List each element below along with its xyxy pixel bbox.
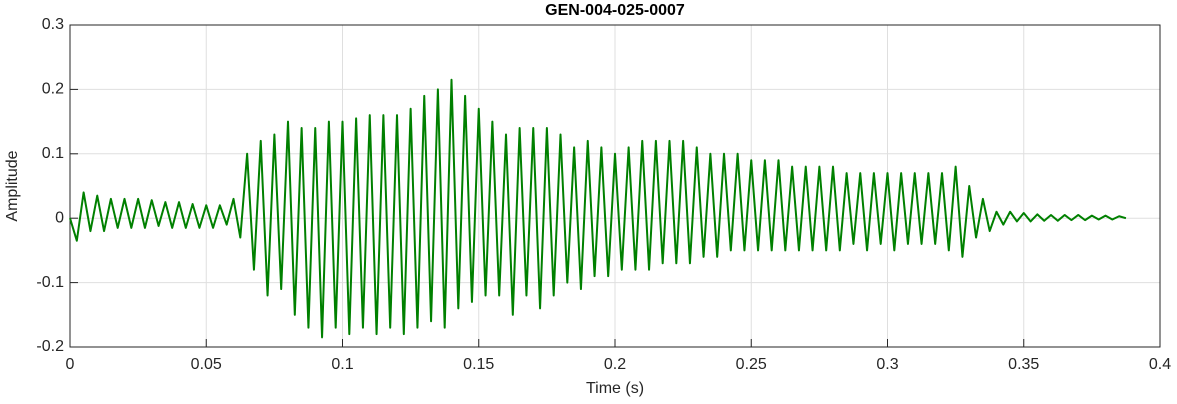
y-tick-label: 0.3 (42, 16, 64, 33)
waveform-line (69, 78, 1127, 339)
y-tick-label: -0.1 (36, 274, 64, 291)
y-tick-label: 0.2 (42, 81, 64, 98)
x-axis-label: Time (s) (586, 380, 644, 397)
y-axis-label: Amplitude (4, 150, 21, 221)
y-tick-label: -0.2 (36, 338, 64, 355)
chart-title: GEN-004-025-0007 (545, 2, 685, 19)
x-tick-label: 0.35 (1008, 356, 1039, 373)
x-tick-label: 0.15 (463, 356, 494, 373)
x-tick-label: 0.1 (331, 356, 353, 373)
y-tick-label: 0.1 (42, 145, 64, 162)
x-tick-label: 0.3 (876, 356, 898, 373)
x-tick-label: 0.4 (1149, 356, 1171, 373)
x-tick-label: 0 (66, 356, 75, 373)
x-tick-label: 0.2 (604, 356, 626, 373)
axes-box (69, 24, 1161, 348)
x-tick-label: 0.05 (191, 356, 222, 373)
y-tick-label: 0 (55, 209, 64, 226)
x-tick-label: 0.25 (736, 356, 767, 373)
